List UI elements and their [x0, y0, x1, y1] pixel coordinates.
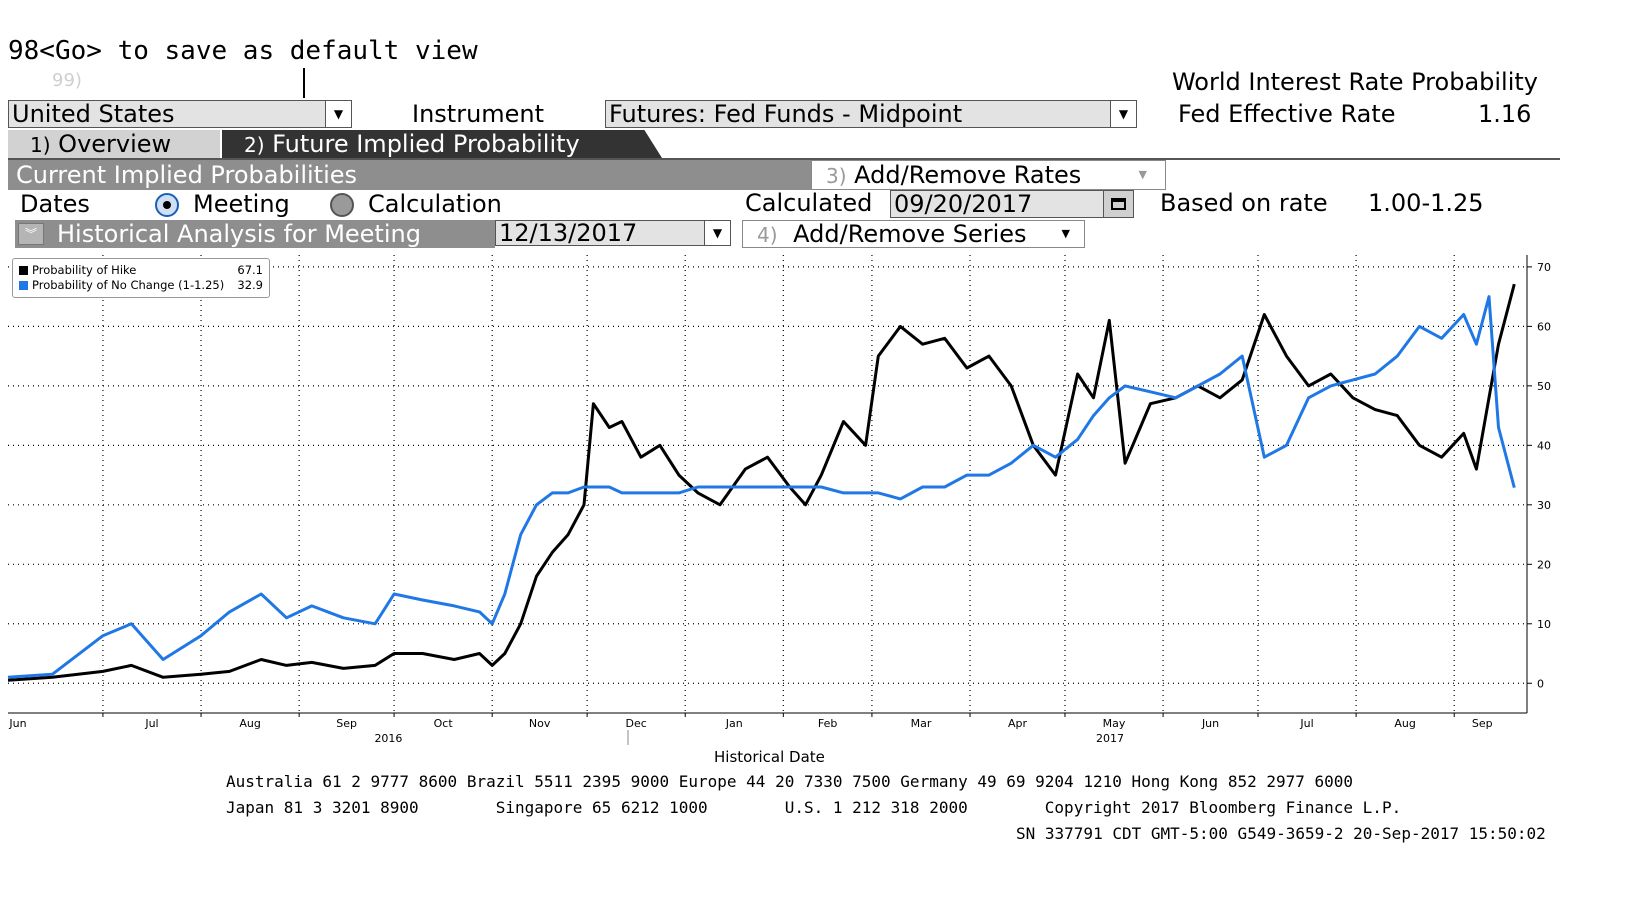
tab-number: 2) — [244, 133, 265, 157]
y-tick-label: 10 — [1537, 618, 1551, 631]
x-tick-label: Jul — [144, 717, 158, 730]
instrument-label: Instrument — [412, 100, 545, 128]
chevron-down-icon: ▼ — [1061, 227, 1070, 240]
instrument-dropdown[interactable]: Futures: Fed Funds - Midpoint ▼ — [605, 100, 1137, 128]
calculation-radio[interactable] — [330, 193, 354, 217]
meeting-date-value: 12/13/2017 — [499, 220, 638, 246]
x-tick-label: Oct — [434, 717, 454, 730]
cursor-line — [303, 68, 305, 98]
x-tick-label: Jan — [725, 717, 743, 730]
country-value: United States — [12, 100, 175, 128]
meeting-radio[interactable] — [155, 193, 179, 217]
based-on-value: 1.00-1.25 — [1368, 189, 1484, 217]
y-tick-label: 50 — [1537, 380, 1551, 393]
x-tick-label: Feb — [818, 717, 837, 730]
instrument-value: Futures: Fed Funds - Midpoint — [609, 100, 963, 128]
x-tick-label: Nov — [529, 717, 551, 730]
button-number: 4) — [757, 223, 778, 247]
legend-value: 32.9 — [237, 278, 263, 292]
calculation-radio-label: Calculation — [368, 190, 502, 218]
dates-label: Dates — [20, 190, 90, 218]
tab-underline — [8, 158, 1560, 160]
x-tick-label: May — [1103, 717, 1126, 730]
chevron-down-icon[interactable]: ▼ — [704, 221, 730, 245]
add-remove-series-button[interactable]: 4) Add/Remove Series ▼ — [742, 220, 1085, 248]
chevron-down-icon[interactable]: ▼ — [1110, 101, 1136, 127]
x-tick-label: Apr — [1008, 717, 1028, 730]
chevron-down-icon[interactable]: ▼ — [325, 101, 351, 127]
calculated-date-field[interactable]: 09/20/2017 — [890, 190, 1134, 218]
add-remove-rates-button[interactable]: 3) Add/Remove Rates ▼ — [811, 160, 1166, 190]
tab-future-implied-probability[interactable]: 2) Future Implied Probability — [222, 130, 662, 158]
legend-swatch-hike — [19, 266, 28, 275]
chevron-down-icon: ▼ — [1138, 168, 1147, 181]
x-year-label: 2016 — [374, 732, 402, 745]
command-number: 99) — [52, 70, 82, 91]
country-dropdown[interactable]: United States ▼ — [8, 100, 352, 128]
legend-value: 67.1 — [237, 263, 263, 277]
x-tick-label: Jun — [1201, 717, 1219, 730]
tab-number: 1) — [30, 133, 51, 157]
x-year-label: 2017 — [1096, 732, 1124, 745]
y-tick-label: 20 — [1537, 558, 1551, 571]
historical-title: Historical Analysis for Meeting — [57, 220, 421, 248]
radio-dot-icon — [163, 201, 171, 209]
footer-session-info: SN 337791 CDT GMT-5:00 G549-3659-2 20-Se… — [1016, 824, 1546, 843]
legend-label: Probability of No Change (1-1.25) — [32, 278, 225, 292]
legend-swatch-no-change — [19, 281, 28, 290]
x-tick-label: Dec — [626, 717, 647, 730]
series-line-hike — [7, 283, 1516, 682]
based-on-label: Based on rate — [1160, 189, 1328, 217]
meeting-date-dropdown[interactable]: 12/13/2017 ▼ — [495, 220, 731, 246]
x-tick-label: Aug — [239, 717, 260, 730]
y-tick-label: 70 — [1537, 261, 1551, 274]
series-line-no-change — [7, 295, 1516, 679]
fed-rate-value: 1.16 — [1478, 100, 1532, 128]
page-title: World Interest Rate Probability — [1171, 68, 1538, 96]
button-label: Add/Remove Series — [793, 220, 1027, 248]
tab-label: Overview — [58, 130, 172, 158]
y-tick-label: 60 — [1537, 320, 1551, 333]
x-tick-label: Mar — [911, 717, 932, 730]
legend-item-no-change: Probability of No Change (1-1.25) 32.9 — [19, 278, 263, 293]
tab-overview[interactable]: 1) Overview — [8, 130, 220, 158]
y-tick-label: 30 — [1537, 499, 1551, 512]
y-tick-label: 0 — [1537, 677, 1544, 690]
button-label: Add/Remove Rates — [854, 161, 1082, 189]
section-title: Current Implied Probabilities — [16, 161, 358, 189]
footer-contacts-line2: Japan 81 3 3201 8900 Singapore 65 6212 1… — [226, 798, 1402, 817]
collapse-icon[interactable]: ︾ — [18, 223, 44, 245]
x-tick-label: Jun — [8, 717, 26, 730]
historical-header: ︾ Historical Analysis for Meeting — [15, 220, 495, 248]
fed-rate-label: Fed Effective Rate — [1178, 100, 1396, 128]
command-hint: 98<Go> to save as default view — [8, 36, 478, 66]
y-tick-label: 40 — [1537, 439, 1551, 452]
footer-contacts-line1: Australia 61 2 9777 8600 Brazil 5511 239… — [226, 772, 1354, 791]
button-number: 3) — [826, 164, 847, 188]
x-tick-label: Aug — [1394, 717, 1415, 730]
x-tick-label: Jul — [1299, 717, 1313, 730]
chart-legend: Probability of Hike 67.1 Probability of … — [12, 258, 270, 298]
x-axis-label: Historical Date — [714, 748, 825, 766]
legend-item-hike: Probability of Hike 67.1 — [19, 263, 263, 278]
meeting-radio-label: Meeting — [193, 190, 290, 218]
tab-label: Future Implied Probability — [272, 130, 580, 158]
calendar-icon[interactable] — [1103, 191, 1133, 217]
x-tick-label: Sep — [1472, 717, 1493, 730]
x-tick-label: Sep — [336, 717, 357, 730]
calculated-date: 09/20/2017 — [894, 190, 1033, 218]
legend-label: Probability of Hike — [32, 263, 137, 277]
calculated-label: Calculated — [745, 189, 873, 217]
